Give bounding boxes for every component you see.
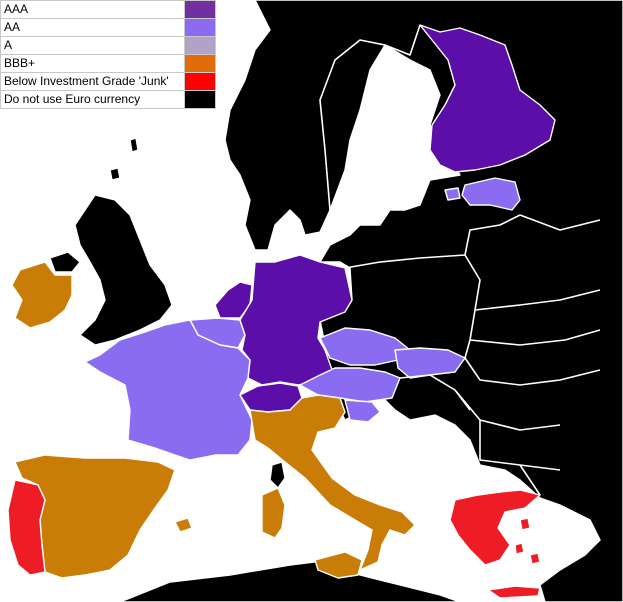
shetland: [129, 137, 139, 153]
legend-swatch-junk: [184, 72, 216, 91]
north-ireland: [49, 251, 81, 273]
legend-label: Do not use Euro currency: [0, 90, 185, 109]
legend-swatch-a: [184, 36, 216, 55]
legend-row-junk: Below Investment Grade 'Junk': [0, 72, 216, 91]
legend-swatch-non-euro: [184, 90, 216, 109]
slovakia: [394, 347, 466, 379]
estonia: [461, 177, 521, 211]
legend-row-non-euro: Do not use Euro currency: [0, 90, 216, 109]
sicily: [314, 551, 363, 579]
legend-swatch-aa: [184, 18, 216, 37]
legend-row-aa: AA: [0, 18, 216, 37]
legend-row-aaa: AAA: [0, 0, 216, 19]
great-britain: [74, 194, 173, 346]
legend-row-bbb: BBB+: [0, 54, 216, 73]
corsica: [269, 461, 286, 489]
finland: [419, 24, 556, 173]
france: [84, 319, 253, 461]
orkney: [109, 167, 121, 181]
italy: [249, 394, 416, 571]
scandinavia-borders: [319, 24, 421, 211]
portugal: [7, 479, 46, 576]
legend-label: AA: [0, 18, 185, 37]
greece: [449, 489, 541, 566]
ireland: [11, 261, 73, 329]
balearic-islands: [174, 517, 193, 533]
crete: [487, 585, 541, 599]
eastern-borders: [344, 214, 601, 501]
legend-swatch-aaa: [184, 0, 216, 19]
aegean-islands: [514, 517, 541, 565]
legend-row-a: A: [0, 36, 216, 55]
legend: AAA AA A BBB+ Below Investment Grade 'Ju…: [0, 0, 216, 109]
legend-label: AAA: [0, 0, 185, 19]
legend-label: Below Investment Grade 'Junk': [0, 72, 185, 91]
legend-label: BBB+: [0, 54, 185, 73]
estonia-islands: [444, 187, 461, 201]
legend-swatch-bbb: [184, 54, 216, 73]
legend-label: A: [0, 36, 185, 55]
slovenia: [344, 399, 381, 423]
